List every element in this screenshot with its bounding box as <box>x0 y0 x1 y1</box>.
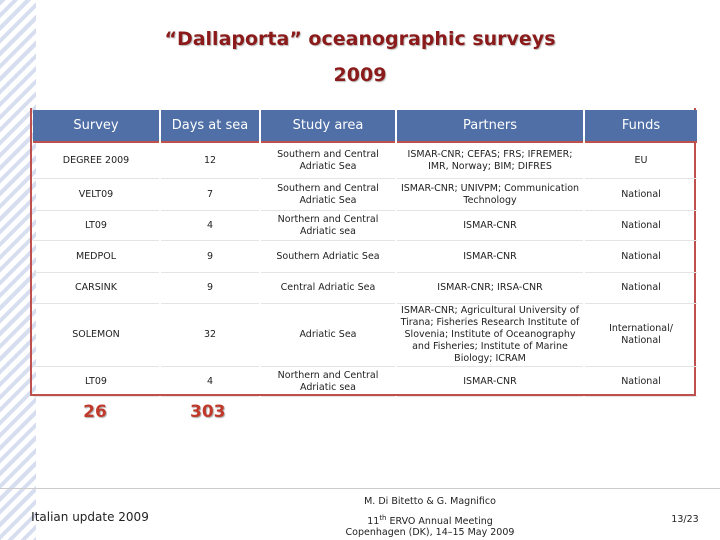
column-header: Days at sea <box>161 110 259 143</box>
table-cell: 32 <box>161 304 259 367</box>
table-cell: ISMAR-CNR; Agricultural University of Ti… <box>397 304 583 367</box>
table-cell: Southern Adriatic Sea <box>261 241 395 273</box>
table-cell: 4 <box>161 211 259 241</box>
total-days: 303 <box>190 402 226 422</box>
meeting-suffix: th <box>379 514 387 522</box>
table-cell: 12 <box>161 143 259 179</box>
table-cell: ISMAR-CNR; UNIVPM; Communication Technol… <box>397 179 583 211</box>
table-cell: MEDPOL <box>33 241 159 273</box>
divider <box>0 488 720 489</box>
table-row: DEGREE 2009 12 Southern and Central Adriat… <box>33 143 697 179</box>
column-header: Study area <box>261 110 395 143</box>
page-number: 13/23 <box>671 514 699 525</box>
meeting-name: ERVO Annual Meeting <box>386 516 493 528</box>
table-cell: DEGREE 2009 <box>33 143 159 179</box>
table-cell: 4 <box>161 367 259 397</box>
table-cell: Northern and Central Adriatic sea <box>261 367 395 397</box>
table-cell: ISMAR-CNR; CEFAS; FRS; IFREMER; IMR, Nor… <box>397 143 583 179</box>
table-row: LT09 4 Northern and Central Adriatic sea IS… <box>33 211 697 241</box>
table-cell: LT09 <box>33 367 159 397</box>
table-cell: Southern and Central Adriatic Sea <box>261 179 395 211</box>
header-row: Survey Days at sea Study area Partners Funds <box>33 110 697 143</box>
column-header: Survey <box>33 110 159 143</box>
table-cell: Adriatic Sea <box>261 304 395 367</box>
table-cell: National <box>585 179 697 211</box>
table-cell: National <box>585 211 697 241</box>
table-cell: 7 <box>161 179 259 211</box>
table-cell: Northern and Central Adriatic sea <box>261 211 395 241</box>
table-row: MEDPOL 9 Southern Adriatic Sea ISMAR-CNR Nat… <box>33 241 697 273</box>
table-cell: LT09 <box>33 211 159 241</box>
table-cell: National <box>585 273 697 304</box>
table-cell: CARSINK <box>33 273 159 304</box>
table-cell: ISMAR-CNR <box>397 367 583 397</box>
table-cell: International/ National <box>585 304 697 367</box>
table-cell: Southern and Central Adriatic Sea <box>261 143 395 179</box>
table-row: VELT09 7 Southern and Central Adriatic Sea… <box>33 179 697 211</box>
meeting: 11th ERVO Annual Meeting <box>300 514 560 527</box>
table-cell: National <box>585 367 697 397</box>
table-cell: VELT09 <box>33 179 159 211</box>
year: 2009 <box>333 64 387 86</box>
table-cell: ISMAR-CNR; IRSA-CNR <box>397 273 583 304</box>
title: “Dallaporta” oceanographic surveys <box>164 28 556 50</box>
table-row: LT09 4 Northern and Central Adriatic sea IS… <box>33 367 697 397</box>
table-cell: 9 <box>161 273 259 304</box>
table-cell: National <box>585 241 697 273</box>
table-cell: EU <box>585 143 697 179</box>
authors: M. Di Bitetto & G. Magnifico <box>364 496 496 507</box>
table-row: SOLEMON 32 Adriatic Sea ISMAR-CNR; Agricult… <box>33 304 697 367</box>
place: Copenhagen (DK), 14–15 May 2009 <box>345 527 515 538</box>
footer-left: Italian update 2009 <box>31 510 149 524</box>
table-cell: 9 <box>161 241 259 273</box>
table-cell: ISMAR-CNR <box>397 241 583 273</box>
column-header: Partners <box>397 110 583 143</box>
table-cell: ISMAR-CNR <box>397 211 583 241</box>
table-cell: Central Adriatic Sea <box>261 273 395 304</box>
column-header: Funds <box>585 110 697 143</box>
total-surveys: 26 <box>83 402 107 422</box>
meeting-number: 11 <box>367 516 380 528</box>
table-frame <box>30 108 696 396</box>
table-cell: SOLEMON <box>33 304 159 367</box>
table: Survey Days at sea Study area Partners Funds… <box>31 110 699 397</box>
table-row: CARSINK 9 Central Adriatic Sea ISMAR-CNR; I… <box>33 273 697 304</box>
